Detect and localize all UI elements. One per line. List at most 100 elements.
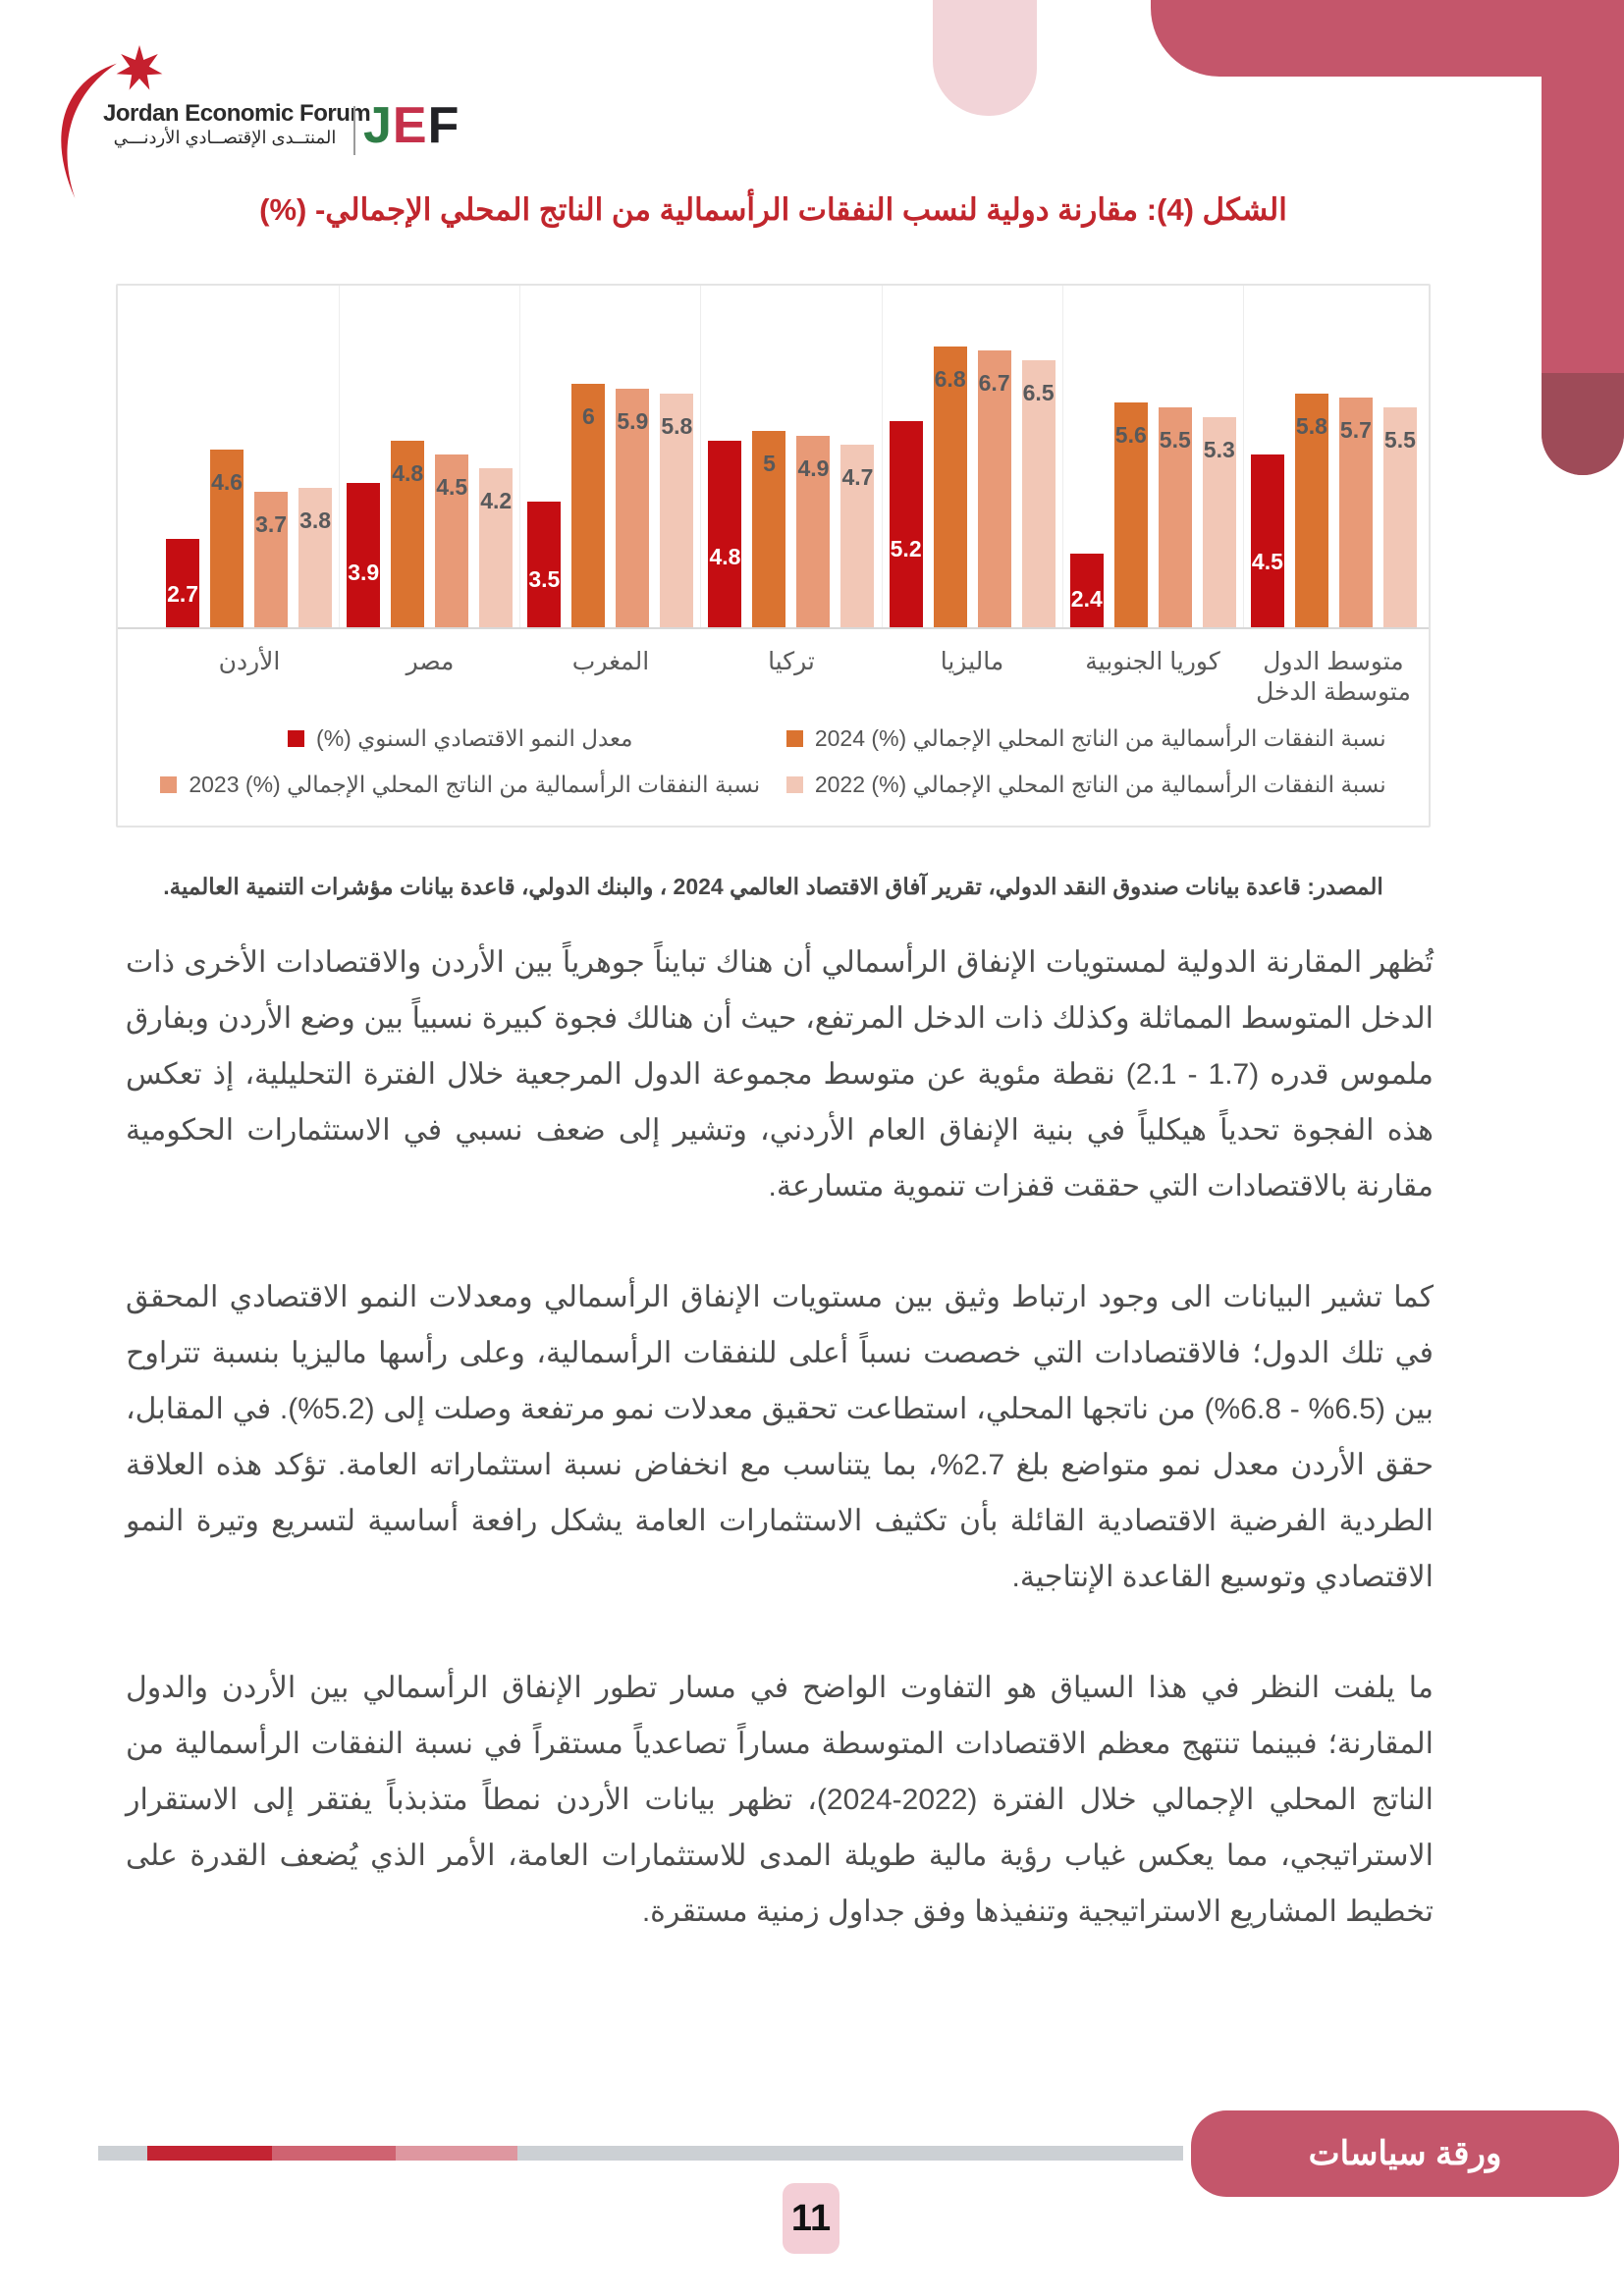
bar-value-label: 5.8 [661,413,693,439]
chart-plot-area: 2.7 4.6 3.7 3.8 3.9 4.8 4.5 4.2 3.5 6 5.9 5.8 4.8 5 4.… [159,286,1424,627]
seven-pointed-star-icon [116,45,163,90]
bar-value-label: 6 [581,403,595,429]
legend-item: نسبة النفقات الرأسمالية من الناتج المحلي… [774,725,1400,752]
bar: 6.7 [977,350,1011,627]
bar: 4.5 [435,454,469,627]
chart-baseline-axis [118,627,1429,629]
decoration-pink-tab [933,0,1037,116]
bar-value-label: 6.5 [1022,380,1055,405]
bar: 5.2 [889,421,923,627]
bar-value-label: 3.7 [255,511,288,537]
bar-value-label: 5.7 [1339,417,1372,443]
bar-value-label: 6.8 [934,366,966,392]
bar-value-label: 5.5 [1383,427,1416,453]
category-group: 4.5 5.8 5.7 5.5 [1242,286,1424,627]
category-group: 3.9 4.8 4.5 4.2 [339,286,519,627]
policy-paper-badge: ورقة سياسات [1191,2110,1619,2197]
paragraph-1: تُظهر المقارنة الدولية لمستويات الإنفاق … [126,946,1434,1202]
logo-text-en: Jordan Economic Forum [103,100,371,127]
legend-item: نسبة النفقات الرأسمالية من الناتج المحلي… [147,772,774,798]
bar: 5.8 [660,394,694,627]
footer-rule-segment-dark-red [147,2146,272,2161]
bar: 5.8 [1294,394,1328,627]
category-label: كوريا الجنوبية [1085,648,1220,675]
bar-value-label: 2.4 [1070,586,1103,612]
capital-expenditure-chart: 2.7 4.6 3.7 3.8 3.9 4.8 4.5 4.2 3.5 6 5.9 5.8 4.8 5 4.… [116,284,1431,828]
bar: 4.8 [391,441,425,627]
page-number: 11 [783,2183,839,2254]
bar-value-label: 3.9 [348,560,380,585]
paragraph-3: ما يلفت النظر في هذا السياق هو التفاوت ا… [126,1672,1434,1928]
figure-title: الشكل (4): مقارنة دولية لنسب النفقات الر… [259,192,1287,227]
bar: 6 [571,384,606,627]
bar-value-label: 4.5 [1251,549,1283,574]
bar-value-label: 5 [763,451,776,476]
bar: 3.9 [347,483,381,627]
jef-logo: Jordan Economic Forum المنتــدى الإقتصــ… [20,18,459,199]
legend-item: معدل النمو الاقتصادي السنوي (%) [147,725,774,752]
bar: 6.8 [933,347,967,627]
category-group: 3.5 6 5.9 5.8 [519,286,700,627]
bar-value-label: 4.8 [392,460,424,486]
bar-value-label: 5.5 [1159,427,1191,453]
bar: 2.7 [166,539,200,627]
bar: 4.8 [708,441,742,627]
bar: 3.7 [254,492,289,627]
category-label: متوسط الدول متوسطة الدخل [1256,648,1411,706]
logo-letter-j: J [363,97,393,154]
logo-separator [353,106,355,155]
bar-value-label: 4.6 [211,469,244,495]
bar: 3.5 [527,502,562,627]
bar-value-label: 5.2 [890,536,922,561]
footer-rule-segment-rose [272,2146,396,2161]
category-label: الأردن [218,648,281,675]
bar-value-label: 5.3 [1203,437,1235,462]
bar-value-label: 5.6 [1114,422,1147,448]
bar: 5.5 [1158,407,1192,627]
legend-swatch [160,776,178,793]
legend-label: نسبة النفقات الرأسمالية من الناتج المحلي… [189,772,761,797]
bar: 3.8 [298,488,333,627]
category-label: المغرب [571,648,650,675]
chart-legend: نسبة النفقات الرأسمالية من الناتج المحلي… [147,725,1399,798]
bar-value-label: 4.2 [480,488,513,513]
bar-value-label: 5.8 [1295,413,1327,439]
bar: 5.7 [1338,398,1373,627]
legend-label: معدل النمو الاقتصادي السنوي (%) [316,725,633,751]
chart-source-note: المصدر: قاعدة بيانات صندوق النقد الدولي،… [163,874,1383,899]
footer-rule [98,2146,1183,2161]
legend-item: نسبة النفقات الرأسمالية من الناتج المحلي… [774,772,1400,798]
category-group: 5.2 6.8 6.7 6.5 [881,286,1062,627]
category-group: 2.7 4.6 3.7 3.8 [159,286,339,627]
bar: 4.6 [210,450,244,627]
category-label: تركيا [768,648,815,675]
bar: 4.5 [1250,454,1284,627]
legend-swatch [288,730,305,747]
logo-jef-letters: JEF [363,96,460,155]
chart-category-labels: الأردن مصر المغرب تركيا ماليزيا كوريا الجنوبي… [159,647,1424,708]
footer-rule-segment-light-rose [396,2146,517,2161]
logo-text-ar: المنتــدى الإقتصــادي الأردنـــي [113,128,337,147]
body-text: تُظهر المقارنة الدولية لمستويات الإنفاق … [126,934,1434,1995]
bar: 5.5 [1382,407,1417,627]
category-group: 4.8 5 4.9 4.7 [700,286,881,627]
bar: 6.5 [1021,360,1056,627]
logo-letter-e: E [392,97,428,154]
bar-value-label: 4.5 [436,474,468,500]
bar-value-label: 4.8 [709,544,741,569]
bar-value-label: 4.9 [797,455,830,481]
category-group: 2.4 5.6 5.5 5.3 [1061,286,1243,627]
decoration-rose-bar-dark-cap [1542,373,1624,475]
bar-value-label: 5.9 [617,408,649,434]
bar-value-label: 6.7 [978,370,1010,396]
legend-label: نسبة النفقات الرأسمالية من الناتج المحلي… [814,725,1386,751]
paragraph-2: كما تشير البيانات الى وجود ارتباط وثيق ب… [126,1281,1435,1593]
legend-swatch [785,776,803,793]
bar-value-label: 2.7 [167,581,199,607]
bar-value-label: 4.7 [841,464,874,490]
bar: 2.4 [1069,554,1104,627]
bar: 4.9 [796,436,831,627]
bar-value-label: 3.8 [299,507,332,533]
legend-label: نسبة النفقات الرأسمالية من الناتج المحلي… [814,772,1386,797]
